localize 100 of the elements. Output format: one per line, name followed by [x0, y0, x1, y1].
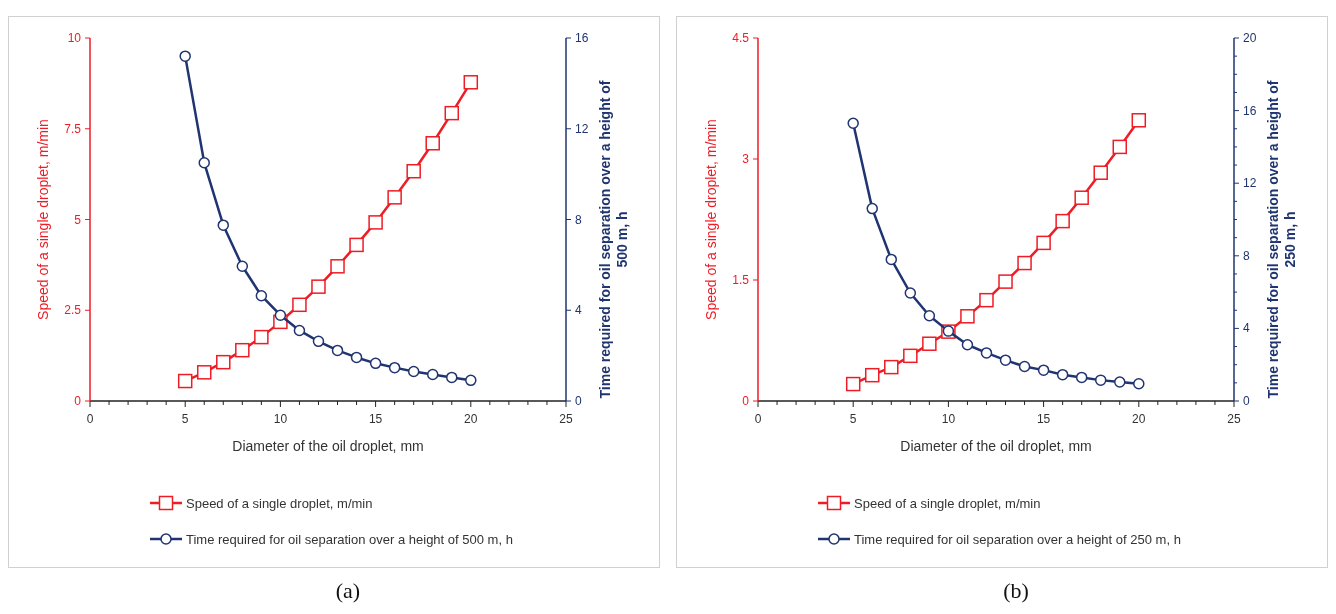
- y-tick-label: 10: [67, 31, 82, 45]
- point: [406, 163, 421, 179]
- x-tick-label: 15: [368, 412, 383, 426]
- legend-label: Time required for oil separation over a height of 500 m, h: [186, 532, 513, 547]
- point: [407, 365, 420, 378]
- point: [847, 117, 859, 130]
- y-tick-label: 0: [74, 394, 82, 408]
- point: [198, 157, 210, 169]
- point: [1018, 360, 1031, 373]
- y-axis-title: Speed of a single droplet, m/min: [35, 119, 51, 320]
- point: [1037, 364, 1050, 376]
- point: [426, 368, 439, 381]
- point: [349, 237, 364, 253]
- point: [884, 359, 899, 375]
- point: [444, 105, 460, 121]
- point: [177, 373, 193, 389]
- y2-tick-label: 12: [575, 121, 589, 136]
- point: [235, 342, 250, 358]
- point: [961, 338, 974, 351]
- point: [999, 354, 1012, 366]
- x-tick-label: 25: [1227, 412, 1241, 426]
- point: [923, 309, 936, 322]
- y2-tick-label: 16: [575, 31, 589, 45]
- point: [331, 344, 344, 357]
- point: [1074, 190, 1089, 205]
- point: [1017, 255, 1032, 271]
- x-tick-label: 20: [1132, 412, 1146, 426]
- y2-tick-label: 20: [1243, 31, 1257, 45]
- y-tick-label: 3: [742, 152, 750, 166]
- point: [1094, 374, 1107, 386]
- y2-tick-label: 16: [1243, 103, 1257, 118]
- point: [980, 347, 993, 359]
- x-tick-label: 10: [273, 412, 288, 426]
- x-tick-label: 15: [1036, 412, 1051, 426]
- y-tick-label: 7.5: [64, 121, 82, 136]
- point: [1112, 139, 1128, 155]
- x-axis-title: Diameter of the oil droplet, mm: [232, 438, 424, 454]
- legend-label: Speed of a single droplet, m/min: [186, 496, 373, 511]
- y2-tick-label: 12: [1243, 176, 1257, 191]
- y2-axis-title: Time required for oil separation over a height of 500 m, h: [597, 80, 630, 399]
- point: [387, 190, 402, 205]
- point: [255, 289, 268, 302]
- y2-tick-label: 8: [575, 212, 582, 227]
- point: [274, 309, 287, 321]
- x-tick-label: 25: [559, 412, 573, 426]
- point: [979, 292, 994, 308]
- point: [1055, 213, 1070, 229]
- y2-tick-label: 4: [575, 303, 582, 318]
- y-axis-title: Speed of a single droplet, m/min: [703, 119, 719, 320]
- point: [1093, 165, 1108, 180]
- point: [1131, 113, 1147, 128]
- point: [866, 202, 878, 215]
- point: [217, 219, 230, 231]
- point: [369, 357, 382, 370]
- point: [1075, 371, 1088, 384]
- point: [904, 287, 917, 299]
- point: [292, 297, 307, 313]
- point: [311, 279, 326, 294]
- y2-tick-label: 8: [1243, 248, 1250, 263]
- x-axis-title: Diameter of the oil droplet, mm: [900, 438, 1092, 454]
- point: [216, 354, 231, 370]
- point: [903, 348, 918, 364]
- point: [330, 259, 345, 274]
- point: [388, 361, 401, 374]
- point: [960, 309, 975, 324]
- y-tick-label: 4.5: [732, 31, 750, 45]
- point: [312, 335, 325, 348]
- y-tick-label: 0: [742, 394, 750, 408]
- point: [463, 75, 479, 90]
- y-tick-label: 1.5: [732, 273, 750, 287]
- point: [254, 329, 269, 345]
- text: (b): [1003, 578, 1029, 603]
- point: [465, 374, 477, 387]
- point: [179, 50, 191, 62]
- point: [1133, 378, 1145, 390]
- point: [864, 367, 880, 383]
- point: [885, 253, 898, 266]
- point: [1036, 235, 1051, 251]
- y2-axis-title: Time required for oil separation over a height of 250 m, h: [1265, 80, 1298, 399]
- point: [425, 136, 440, 151]
- y2-tick-label: 4: [1243, 321, 1250, 336]
- legend-label: Time required for oil separation over a height of 250 m, h: [854, 532, 1181, 547]
- point: [350, 351, 363, 364]
- x-tick-label: 5: [849, 412, 857, 426]
- point: [446, 371, 458, 384]
- text: (a): [335, 578, 361, 603]
- x-tick-label: 0: [754, 412, 762, 426]
- x-tick-label: 0: [86, 412, 94, 426]
- x-tick-label: 5: [181, 412, 189, 426]
- point: [922, 336, 937, 351]
- legend-label: Speed of a single droplet, m/min: [854, 496, 1041, 511]
- point: [845, 376, 861, 392]
- point: [998, 274, 1013, 289]
- y-tick-label: 2.5: [64, 303, 82, 318]
- y-tick-label: 5: [74, 212, 82, 227]
- point: [1114, 376, 1126, 388]
- x-tick-label: 10: [941, 412, 956, 426]
- point: [293, 324, 306, 337]
- point: [236, 260, 249, 272]
- point: [1056, 368, 1069, 381]
